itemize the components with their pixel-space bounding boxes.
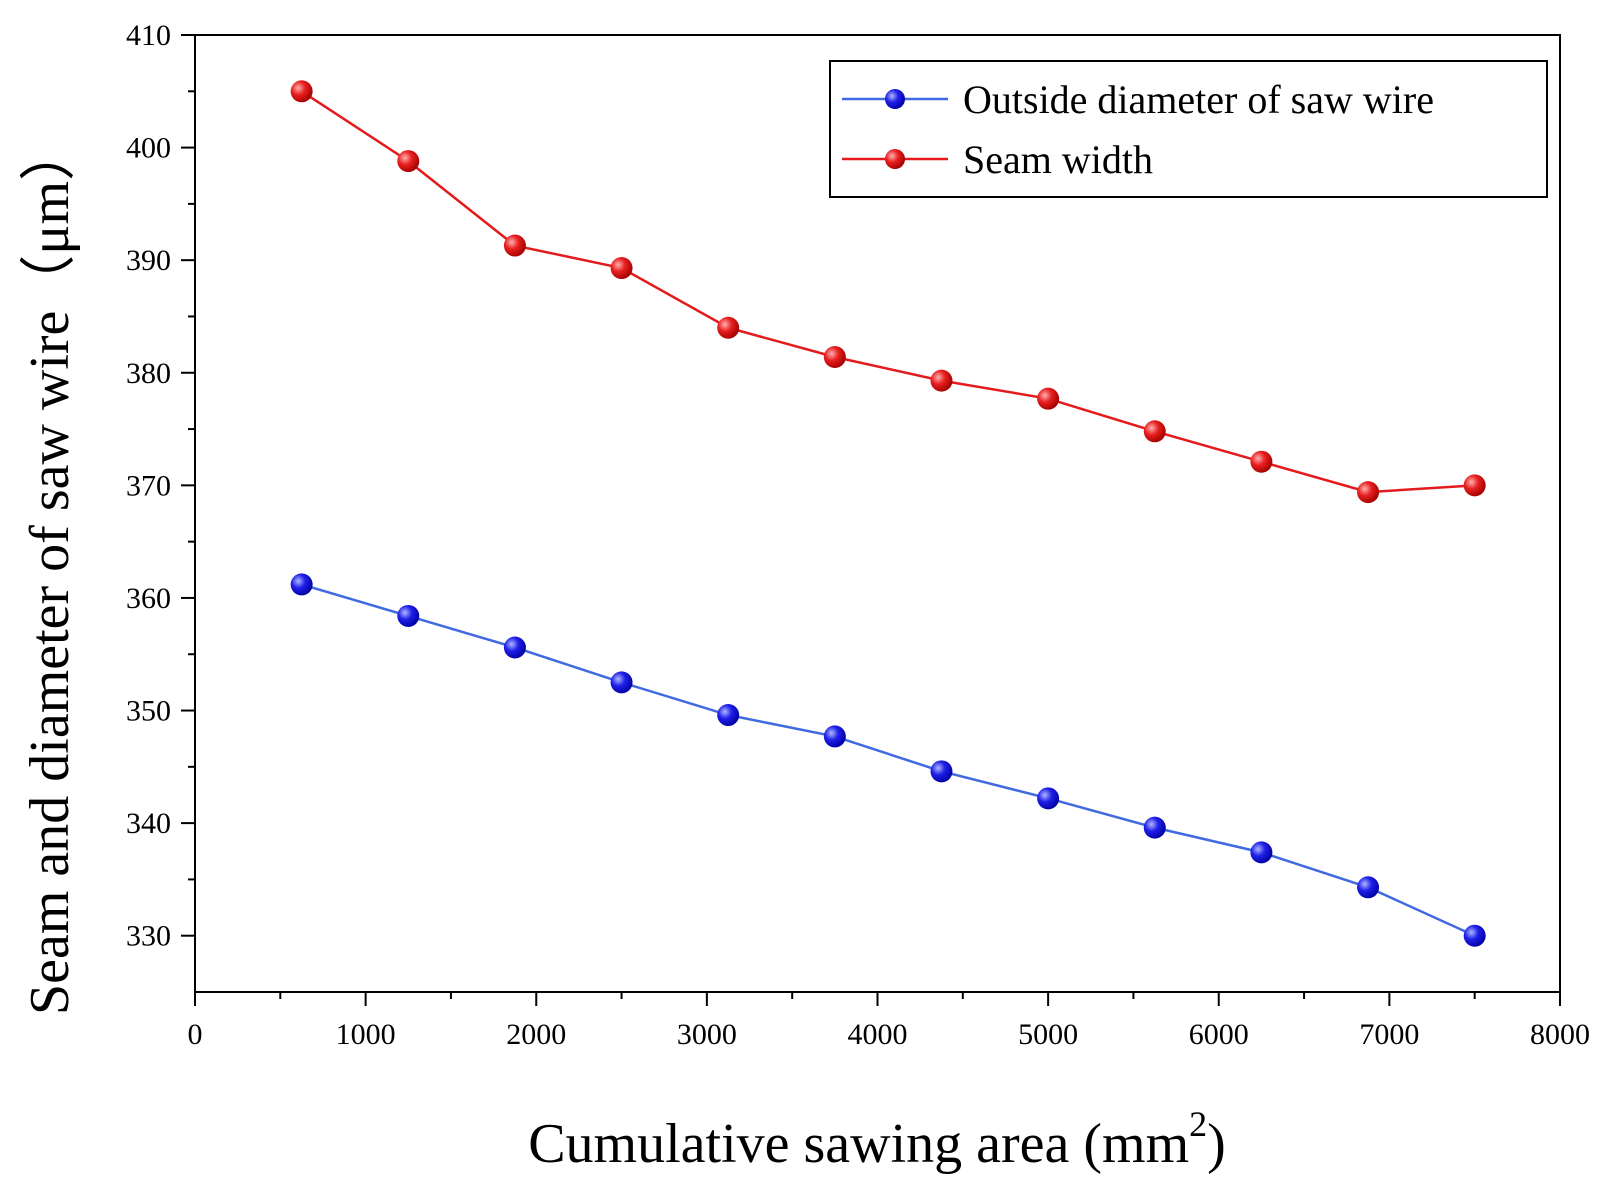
y-tick-label: 330 [126, 920, 171, 953]
y-axis-title: Seam and diameter of saw wire（μm） [19, 125, 81, 1015]
legend-label-diameter: Outside diameter of saw wire [963, 77, 1434, 122]
y-tick-label: 380 [126, 357, 171, 390]
data-point-0 [503, 636, 526, 659]
data-point-0 [1037, 787, 1060, 810]
series-line-0 [301, 583, 1476, 937]
x-tick-label: 1000 [336, 1018, 396, 1051]
legend: Outside diameter of saw wire Seam width [829, 60, 1548, 198]
data-point-1 [397, 150, 420, 173]
data-point-1 [930, 369, 953, 392]
data-point-0 [823, 725, 846, 748]
x-tick-label: 7000 [1359, 1018, 1419, 1051]
y-tick-label: 340 [126, 807, 171, 840]
data-point-1 [290, 80, 313, 103]
data-point-1 [823, 346, 846, 369]
data-point-0 [717, 704, 740, 727]
data-point-1 [610, 257, 633, 280]
data-point-1 [717, 316, 740, 339]
data-point-0 [1250, 841, 1273, 864]
y-tick-label: 360 [126, 582, 171, 615]
y-tick-label: 400 [126, 132, 171, 165]
series-markers [290, 80, 1486, 947]
series-line-1 [300, 90, 1475, 494]
data-point-1 [503, 234, 526, 257]
data-point-1 [1037, 387, 1060, 410]
legend-marker-seam [885, 149, 905, 169]
x-tick-label: 0 [188, 1018, 203, 1051]
y-tick-label: 410 [126, 19, 171, 52]
x-tick-label: 3000 [677, 1018, 737, 1051]
series-lines [300, 90, 1476, 937]
data-point-1 [1357, 481, 1380, 504]
data-point-0 [290, 573, 313, 596]
y-axis-ticks: 330 340 350 360 370 380 390 400 410 [126, 19, 195, 953]
x-tick-label: 8000 [1530, 1018, 1590, 1051]
data-point-1 [1143, 420, 1166, 443]
data-point-0 [1463, 924, 1486, 947]
data-point-0 [1357, 876, 1380, 899]
data-point-0 [1143, 816, 1166, 839]
data-point-0 [610, 671, 633, 694]
x-tick-label: 5000 [1018, 1018, 1078, 1051]
data-point-0 [397, 604, 420, 627]
legend-box [829, 60, 1548, 198]
y-tick-label: 350 [126, 695, 171, 728]
x-axis-ticks: 0 1000 2000 3000 4000 5000 6000 7000 8000 [188, 992, 1590, 1051]
x-tick-label: 6000 [1189, 1018, 1249, 1051]
x-tick-label: 2000 [506, 1018, 566, 1051]
y-tick-label: 390 [126, 244, 171, 277]
legend-marker-diameter [885, 89, 905, 109]
x-tick-label: 4000 [848, 1018, 908, 1051]
y-tick-label: 370 [126, 469, 171, 502]
data-point-0 [930, 760, 953, 783]
data-point-1 [1463, 474, 1486, 497]
legend-label-seam: Seam width [963, 137, 1153, 182]
data-point-1 [1250, 450, 1273, 473]
x-axis-title: Cumulative sawing area (mm2) [528, 1104, 1226, 1175]
